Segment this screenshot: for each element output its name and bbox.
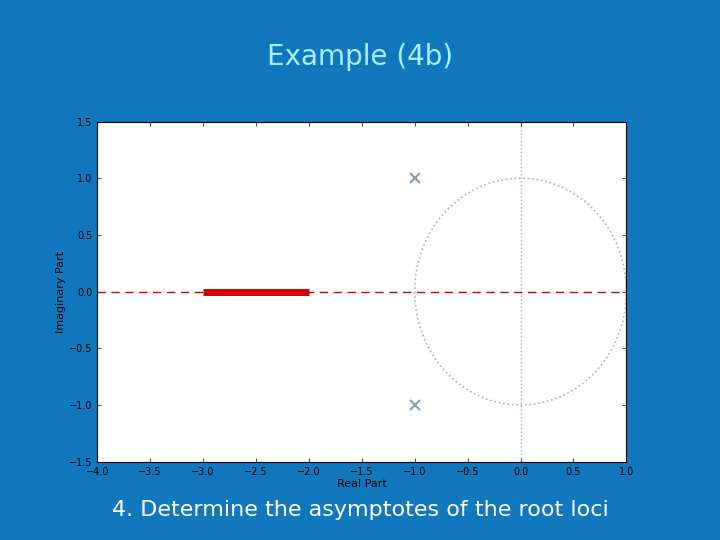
- X-axis label: Real Part: Real Part: [337, 480, 387, 489]
- Text: Example (4b): Example (4b): [267, 43, 453, 71]
- Text: 4. Determine the asymptotes of the root loci: 4. Determine the asymptotes of the root …: [112, 500, 608, 521]
- Y-axis label: Imaginary Part: Imaginary Part: [56, 251, 66, 333]
